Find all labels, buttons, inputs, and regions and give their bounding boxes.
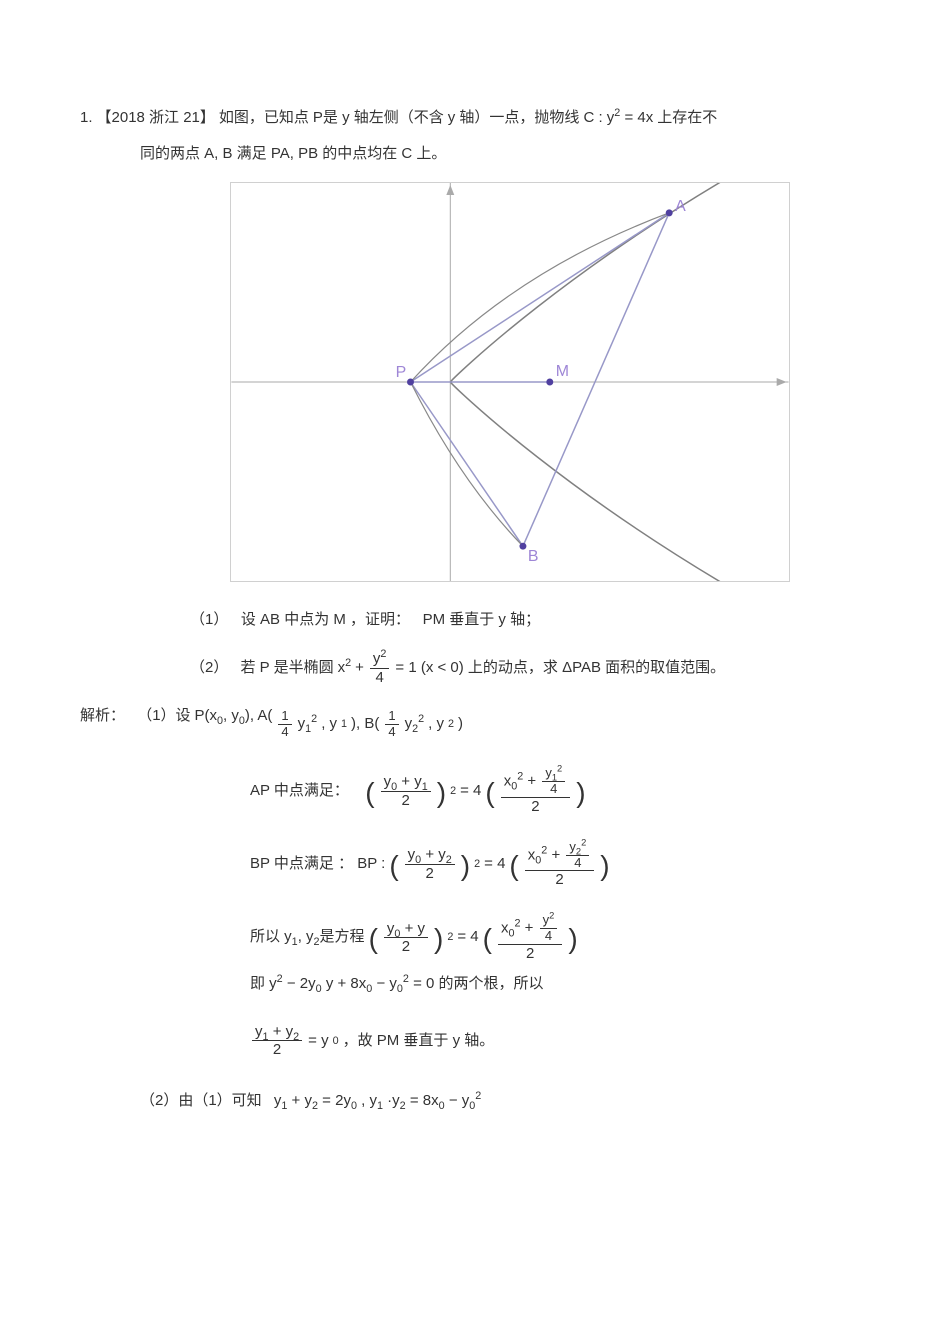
intro-text-a: 如图，已知点 <box>219 100 309 136</box>
solution-header: 解析： （1）设 P(x0, y0), A( 1 4 y12 , y1 ), B… <box>80 698 865 742</box>
label-P: P <box>396 364 407 381</box>
label-B: B <box>528 548 539 565</box>
so-label: 所以 y1, y2是方程 <box>250 919 365 955</box>
part2-eq: y1 + y2 = 2y0 , y1 ·y2 = 8x0 − y02 <box>274 1083 481 1119</box>
question-2: （2） 若 P 是半椭圆 x2 + y2 4 = 1 (x < 0) 上的动点，… <box>80 650 865 686</box>
problem-number: 1. <box>80 100 93 136</box>
ellipse-equation: x2 + y2 4 = 1 (x < 0) 上的动点，求 ΔPAB 面积的取值范… <box>338 650 726 686</box>
intro-text-c: y 轴）一点，抛物线 <box>448 100 580 136</box>
q1-label: （1） <box>190 611 228 628</box>
problem-header: 1. 【2018 浙江 21】 如图，已知点 P是 y 轴左侧（不含 y 轴）一… <box>80 100 865 136</box>
bp-label: BP 中点满足 ： BP : <box>250 846 385 882</box>
expanded-eq: 即 y2 − 2y0 y + 8x0 − y02 = 0 的两个根，所以 <box>250 966 544 1002</box>
question-1: （1） 设 AB 中点为 M ，证明： PM 垂直于 y 轴； <box>80 602 865 638</box>
parabola-equation: C : y2 = 4x <box>583 100 653 136</box>
problem-figure: P M A B <box>230 182 790 582</box>
roots-statement: 所以 y1, y2是方程 ( y0 + y 2 )2 = 4 ( x02 + y… <box>80 913 865 1002</box>
label-M: M <box>556 363 569 380</box>
problem-line2: 同的两点 A, B 满足 PA, PB 的中点均在 C 上。 <box>80 136 865 172</box>
ap-midpoint: AP 中点满足： ( y0 + y1 2 )2 = 4 ( x02 + y12 … <box>80 766 586 815</box>
intro-text-e: 同的两点 A, B 满足 PA, PB 的中点均在 C 上。 <box>140 145 446 162</box>
solution-label: 解析： <box>80 698 125 734</box>
q1-text-a: 设 AB 中点为 M ，证明： <box>241 611 410 628</box>
ap-label: AP 中点满足： <box>250 773 349 809</box>
part2-line: （2）由（1）可知 y1 + y2 = 2y0 , y1 ·y2 = 8x0 −… <box>80 1083 481 1119</box>
intro-text-d: 上存在不 <box>657 100 717 136</box>
q2-text-a: 若 P 是半椭圆 <box>241 650 334 686</box>
intro-text-b: P是 y 轴左侧（不含 <box>313 100 444 136</box>
q2-label: （2） <box>190 650 228 686</box>
part1-conclusion: y1 + y2 2 = y0 ，故 PM 垂直于 y 轴。 <box>80 1023 494 1059</box>
point-P: P(x0, y0), A( <box>195 698 273 734</box>
point-B: 1 4 y22 , y2 ) <box>383 706 463 742</box>
q1-text-b: PM 垂直于 y 轴； <box>423 611 541 628</box>
bp-midpoint: BP 中点满足 ： BP : ( y0 + y2 2 )2 = 4 ( x02 … <box>80 840 610 889</box>
sol-part1-label: （1）设 <box>137 698 190 734</box>
point-A: 1 4 y12 , y1 ), B( <box>276 706 379 742</box>
source-tag: 【2018 浙江 21】 <box>97 100 215 136</box>
part2-label: （2）由（1）可知 <box>140 1083 262 1119</box>
label-A: A <box>675 198 686 215</box>
part1-tail: ，故 PM 垂直于 y 轴。 <box>343 1023 495 1059</box>
